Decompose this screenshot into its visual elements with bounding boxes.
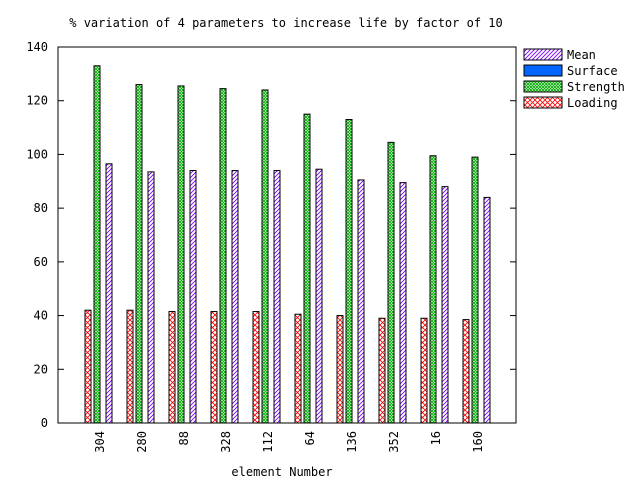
bar-mean [231, 170, 239, 424]
bar-loading [168, 311, 176, 424]
y-tick-label: 100 [26, 147, 48, 161]
bar-strength [93, 65, 101, 424]
bar-loading [378, 317, 386, 424]
legend-label-loading: Loading [567, 96, 618, 110]
x-tick-label: 16 [429, 431, 443, 445]
x-tick-label: 160 [471, 431, 485, 453]
bar-loading [294, 313, 302, 424]
legend-swatch-surface [523, 64, 563, 77]
bar-mean [273, 170, 281, 424]
y-tick-label: 140 [26, 40, 48, 54]
x-tick-label: 280 [135, 431, 149, 453]
x-tick-label: 352 [387, 431, 401, 453]
x-axis: 304 280 88 328 112 64 136 352 16 160 [93, 417, 485, 453]
bar-loading [462, 319, 470, 424]
legend-label-surface: Surface [567, 64, 618, 78]
legend-swatch-loading [523, 96, 563, 109]
bar-strength [261, 89, 269, 424]
bar-mean [357, 179, 365, 424]
x-tick-label: 304 [93, 431, 107, 453]
bar-mean [147, 171, 155, 424]
x-tick-label: 112 [261, 431, 275, 453]
bar-strength [177, 85, 185, 424]
x-axis-label: element Number [231, 465, 332, 479]
bar-strength [471, 156, 479, 424]
y-tick-label: 20 [34, 362, 48, 376]
y-tick-label: 120 [26, 94, 48, 108]
legend-swatch-mean [523, 48, 563, 61]
bar-strength [387, 141, 395, 424]
bar-loading [420, 317, 428, 424]
x-tick-label: 328 [219, 431, 233, 453]
bar-loading [210, 311, 218, 424]
y-tick-label: 80 [34, 201, 48, 215]
x-tick-label: 64 [303, 431, 317, 445]
bar-loading [336, 315, 344, 424]
x-tick-label: 88 [177, 431, 191, 445]
y-tick-label: 40 [34, 309, 48, 323]
legend-label-strength: Strength [567, 80, 625, 94]
chart-title: % variation of 4 parameters to increase … [69, 16, 502, 30]
bar-strength [429, 155, 437, 424]
bar-mean [315, 168, 323, 424]
legend: Mean Surface Strength Loading [523, 48, 625, 110]
bar-mean [189, 170, 197, 424]
bar-strength [219, 88, 227, 424]
y-tick-label: 60 [34, 255, 48, 269]
bar-mean [483, 196, 491, 424]
bar-strength [345, 119, 353, 424]
bar-loading [84, 309, 92, 424]
bar-mean [105, 163, 113, 424]
y-tick-label: 0 [41, 416, 48, 430]
bars [84, 65, 491, 424]
plot-frame [57, 46, 517, 424]
legend-label-mean: Mean [567, 48, 596, 62]
bar-mean [441, 186, 449, 424]
bar-mean [399, 182, 407, 424]
bar-loading [126, 309, 134, 424]
plot-area: 0 20 40 60 80 100 120 140 304 280 88 328 112 64 136 35… [26, 40, 517, 453]
x-tick-label: 136 [345, 431, 359, 453]
y-axis: 0 20 40 60 80 100 120 140 [26, 40, 516, 430]
bar-strength [135, 84, 143, 424]
bar-loading [252, 311, 260, 424]
legend-swatch-strength [523, 80, 563, 93]
bar-strength [303, 113, 311, 424]
